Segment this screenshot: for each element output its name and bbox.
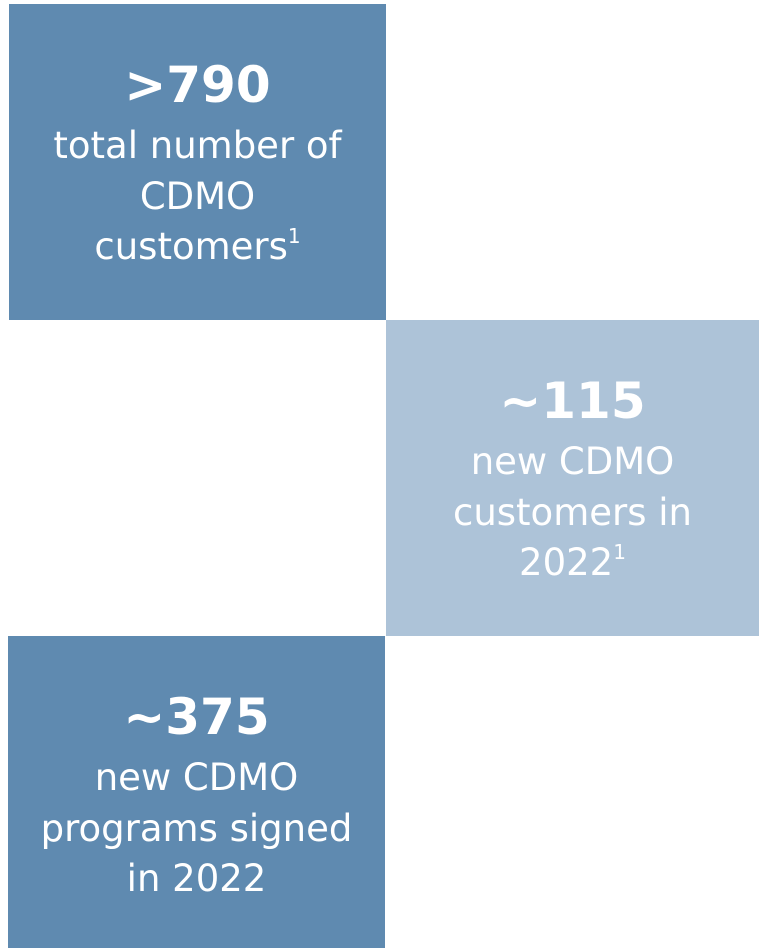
stat-value: >790	[124, 56, 271, 114]
description-text: customers in	[452, 490, 692, 534]
description-text: customers	[94, 225, 288, 268]
stat-description: total number of	[9, 121, 386, 171]
footnote-marker: 1	[287, 224, 301, 248]
stat-description: new CDMO	[8, 753, 385, 803]
stat-value: ~375	[123, 688, 270, 746]
description-text: in 2022	[126, 857, 267, 900]
stat-tile: ~115 new CDMO customers in 20221	[386, 320, 759, 636]
stat-description: in 2022	[8, 854, 385, 904]
description-text: 2022	[519, 541, 614, 584]
stat-value: ~115	[499, 372, 646, 430]
stat-description: programs signed	[8, 804, 385, 854]
description-text: new CDMO	[470, 440, 675, 483]
stat-description: new CDMO	[386, 437, 759, 487]
stat-description: CDMO	[9, 172, 386, 222]
description-text: total number of	[53, 124, 342, 167]
description-text: programs signed	[40, 806, 353, 850]
footnote-marker: 1	[613, 540, 626, 564]
stat-tile: >790 total number of CDMO customers1	[9, 4, 386, 320]
stat-description: customers1	[9, 222, 386, 272]
description-text: CDMO	[139, 174, 256, 218]
stat-description: 20221	[386, 538, 759, 588]
stat-tile: ~375 new CDMO programs signed in 2022	[8, 636, 385, 948]
stat-description: customers in	[386, 488, 759, 538]
description-text: new CDMO	[94, 756, 299, 799]
